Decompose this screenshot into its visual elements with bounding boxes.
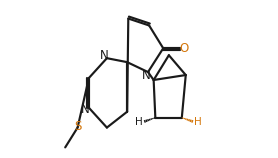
- Text: N: N: [99, 49, 108, 62]
- Text: O: O: [179, 42, 189, 55]
- Text: N: N: [81, 103, 90, 116]
- Text: S: S: [74, 120, 81, 133]
- Text: H: H: [194, 117, 202, 127]
- Text: H: H: [135, 117, 143, 127]
- Text: N: N: [142, 69, 150, 82]
